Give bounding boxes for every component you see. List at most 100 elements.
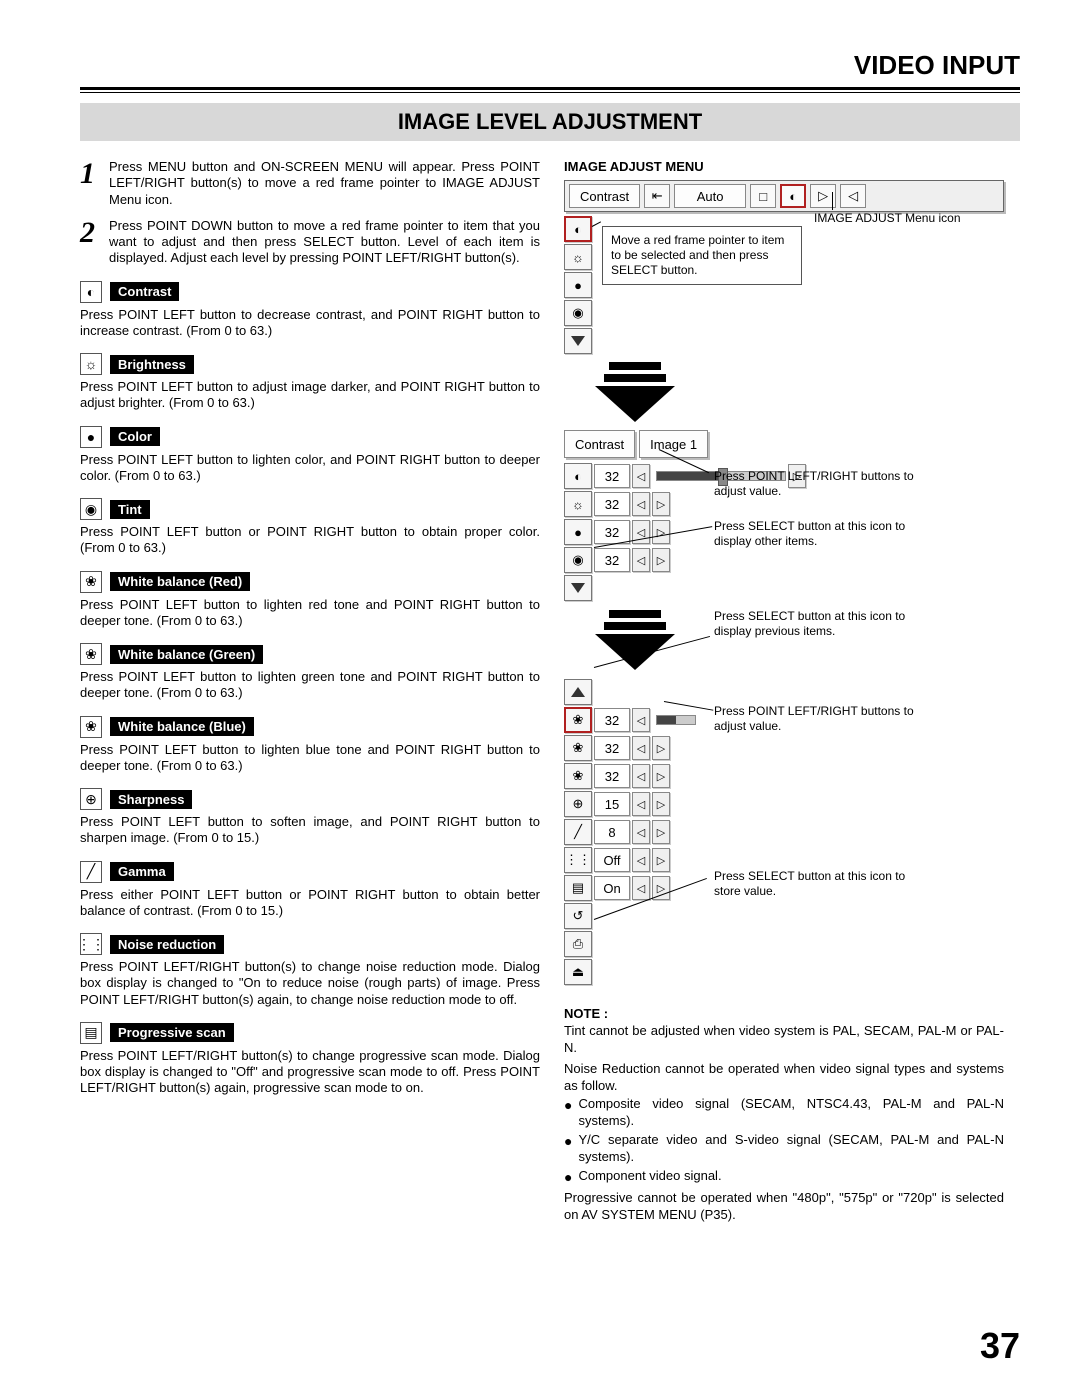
note-heading: NOTE : — [564, 1006, 1004, 1023]
slider — [656, 715, 696, 725]
note-line: Noise Reduction cannot be operated when … — [564, 1061, 1004, 1095]
row: ╱ 8 ◁▷ — [564, 818, 1004, 846]
row-value: 8 — [594, 820, 630, 844]
tint-desc: Press POINT LEFT button or POINT RIGHT b… — [80, 524, 540, 557]
row-value: 32 — [594, 464, 630, 488]
sharpness-desc: Press POINT LEFT button to soften image,… — [80, 814, 540, 847]
wb-green-icon: ❀ — [80, 643, 102, 665]
adj-wb-red: ❀ White balance (Red) Press POINT LEFT b… — [80, 571, 540, 630]
color-desc: Press POINT LEFT button to lighten color… — [80, 452, 540, 485]
callout-adjust1: Press POINT LEFT/RIGHT buttons to adjust… — [714, 469, 924, 499]
row-value: 32 — [594, 492, 630, 516]
row-value: 15 — [594, 792, 630, 816]
left-arrow-icon: ◁ — [632, 792, 650, 816]
step-number: 1 — [80, 159, 95, 208]
callout-menuicon: IMAGE ADJUST Menu icon — [814, 211, 964, 226]
right-arrow-icon: ▷ — [652, 520, 670, 544]
note-line: Tint cannot be adjusted when video syste… — [564, 1023, 1004, 1057]
cell-color-icon: ● — [564, 272, 592, 298]
reset-icon: ↺ — [564, 903, 592, 929]
left-arrow-icon: ◁ — [632, 464, 650, 488]
noise-icon: ⋮⋮ — [80, 933, 102, 955]
noise-label: Noise reduction — [110, 935, 224, 954]
wb-blue-icon: ❀ — [80, 716, 102, 738]
adj-progressive: ▤ Progressive scan Press POINT LEFT/RIGH… — [80, 1022, 540, 1097]
cell-contrast-icon: ◐ — [564, 216, 592, 242]
callout-displayprev: Press SELECT button at this icon to disp… — [714, 609, 934, 639]
menu-icon: □ — [750, 184, 776, 208]
wb-red-icon: ❀ — [80, 571, 102, 593]
color-icon: ● — [80, 426, 102, 448]
adj-noise: ⋮⋮ Noise reduction Press POINT LEFT/RIGH… — [80, 933, 540, 1008]
sharpness-icon: ⊕ — [80, 788, 102, 810]
row-value: 32 — [594, 548, 630, 572]
adj-color: ● Color Press POINT LEFT button to light… — [80, 426, 540, 485]
note-tail: Progressive cannot be operated when "480… — [564, 1190, 1004, 1224]
adj-wb-green: ❀ White balance (Green) Press POINT LEFT… — [80, 643, 540, 702]
right-column: IMAGE ADJUST MENU Contrast ⇤ Auto □ ◐ ▷ … — [564, 159, 1004, 1224]
store-icon: ⎙ — [564, 931, 592, 957]
left-arrow-icon: ◁ — [632, 848, 650, 872]
adj-wb-blue: ❀ White balance (Blue) Press POINT LEFT … — [80, 716, 540, 775]
row-icon: ◐ — [564, 463, 592, 489]
row: ◉ 32 ◁▷ — [564, 546, 1004, 574]
wb-red-label: White balance (Red) — [110, 572, 250, 591]
gamma-label: Gamma — [110, 862, 174, 881]
callout-move: Move a red frame pointer to item to be s… — [602, 226, 802, 285]
brightness-desc: Press POINT LEFT button to adjust image … — [80, 379, 540, 412]
row-value: On — [594, 876, 630, 900]
row-icon: ⋮⋮ — [564, 847, 592, 873]
exit-icon: ⏏ — [564, 959, 592, 985]
bullet-text: Y/C separate video and S-video signal (S… — [578, 1132, 1004, 1166]
row-icon: ◉ — [564, 547, 592, 573]
menu-icon: ⇤ — [644, 184, 670, 208]
row-tail: ⎙ — [564, 930, 1004, 958]
contrast-label: Contrast — [110, 282, 179, 301]
adj-contrast: ◐ Contrast Press POINT LEFT button to de… — [80, 281, 540, 340]
row-down — [564, 574, 1004, 602]
row-icon: ⊕ — [564, 791, 592, 817]
progressive-desc: Press POINT LEFT/RIGHT button(s) to chan… — [80, 1048, 540, 1097]
wb-green-label: White balance (Green) — [110, 645, 263, 664]
note-bullet: ●Component video signal. — [564, 1168, 1004, 1186]
right-arrow-icon: ▷ — [652, 848, 670, 872]
left-arrow-icon: ◁ — [632, 820, 650, 844]
wb-green-desc: Press POINT LEFT button to lighten green… — [80, 669, 540, 702]
brightness-icon: ☼ — [80, 353, 102, 375]
right-arrow-icon: ▷ — [652, 548, 670, 572]
brightness-label: Brightness — [110, 355, 194, 374]
row-icon: ☼ — [564, 491, 592, 517]
step-text: Press POINT DOWN button to move a red fr… — [109, 218, 540, 267]
row-value: 32 — [594, 708, 630, 732]
left-arrow-icon: ◁ — [632, 736, 650, 760]
row-icon: ❀ — [564, 735, 592, 761]
left-arrow-icon: ◁ — [632, 492, 650, 516]
menu-bar: Contrast ⇤ Auto □ ◐ ▷ ◁ — [564, 180, 1004, 212]
row-tail: ⏏ — [564, 958, 1004, 986]
contrast-icon: ◐ — [80, 281, 102, 303]
color-label: Color — [110, 427, 160, 446]
menu-icon: ◁ — [840, 184, 866, 208]
adj-tint: ◉ Tint Press POINT LEFT button or POINT … — [80, 498, 540, 557]
cell-down-icon — [564, 575, 592, 601]
wb-blue-desc: Press POINT LEFT button to lighten blue … — [80, 742, 540, 775]
big-down-arrow-2 — [600, 610, 670, 670]
note-bullet: ●Y/C separate video and S-video signal (… — [564, 1132, 1004, 1166]
right-arrow-icon: ▷ — [652, 736, 670, 760]
noise-desc: Press POINT LEFT/RIGHT button(s) to chan… — [80, 959, 540, 1008]
section-title: IMAGE LEVEL ADJUSTMENT — [80, 103, 1020, 141]
step-number: 2 — [80, 218, 95, 267]
row-icon: ● — [564, 519, 592, 545]
note-section: NOTE : Tint cannot be adjusted when vide… — [564, 1006, 1004, 1224]
contrast-desc: Press POINT LEFT button to decrease cont… — [80, 307, 540, 340]
callout-adjust2: Press POINT LEFT/RIGHT buttons to adjust… — [714, 704, 924, 734]
tint-icon: ◉ — [80, 498, 102, 520]
adj-sharpness: ⊕ Sharpness Press POINT LEFT button to s… — [80, 788, 540, 847]
adj-gamma: ╱ Gamma Press either POINT LEFT button o… — [80, 861, 540, 920]
wb-blue-label: White balance (Blue) — [110, 717, 254, 736]
row-icon: ❀ — [564, 707, 592, 733]
gamma-desc: Press either POINT LEFT button or POINT … — [80, 887, 540, 920]
menu-auto: Auto — [674, 184, 746, 208]
row-up — [564, 678, 1004, 706]
header-rule — [80, 87, 1020, 93]
